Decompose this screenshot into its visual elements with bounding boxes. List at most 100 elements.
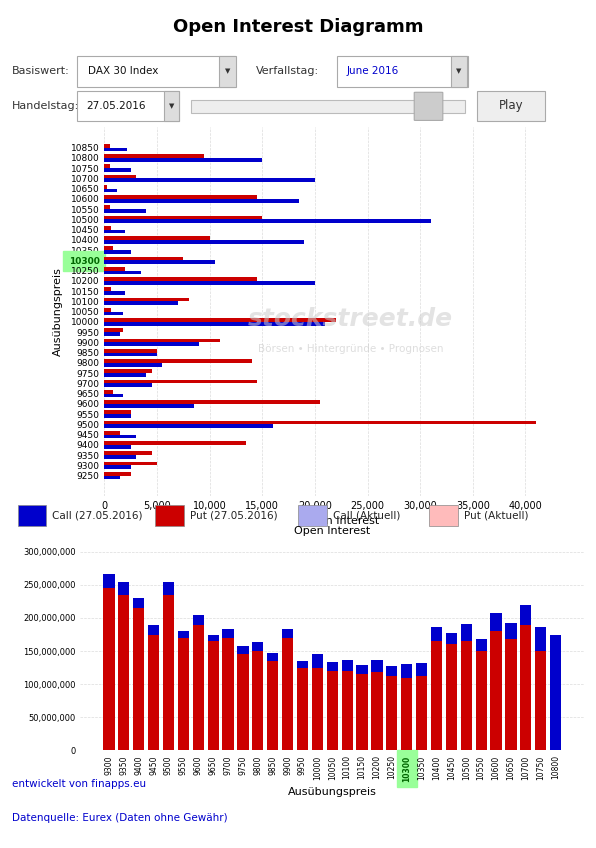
Text: Open Interest Diagramm: Open Interest Diagramm [173, 18, 423, 36]
Bar [104, 175, 136, 178]
Bar [104, 188, 117, 192]
Bar [520, 605, 532, 625]
Bar [104, 349, 157, 353]
FancyBboxPatch shape [477, 92, 545, 121]
Bar [327, 661, 338, 671]
Bar [104, 277, 257, 281]
FancyBboxPatch shape [298, 505, 327, 527]
Text: Play: Play [499, 99, 523, 113]
Bar [104, 445, 131, 449]
FancyBboxPatch shape [164, 92, 179, 121]
Bar [252, 642, 263, 651]
Bar [505, 622, 517, 639]
Bar [104, 451, 151, 455]
Bar [104, 328, 123, 332]
Bar [104, 291, 125, 295]
Bar [282, 628, 293, 638]
Bar [491, 631, 502, 750]
Bar [104, 165, 110, 168]
Bar [520, 625, 532, 750]
Bar [103, 589, 114, 750]
Bar [104, 144, 110, 148]
Bar [104, 237, 210, 240]
FancyBboxPatch shape [77, 92, 179, 121]
Bar [104, 431, 120, 435]
Bar [282, 638, 293, 750]
Bar [104, 393, 123, 398]
Bar [104, 343, 199, 346]
FancyBboxPatch shape [219, 56, 236, 87]
Bar [193, 625, 204, 750]
Bar [104, 195, 257, 199]
Bar [104, 247, 113, 250]
Bar [104, 400, 320, 404]
Bar [386, 666, 398, 677]
Bar [104, 185, 107, 188]
Bar [148, 634, 159, 750]
Bar [222, 638, 234, 750]
Text: stockstreet.de: stockstreet.de [248, 307, 453, 331]
Bar [104, 435, 136, 438]
Bar [104, 383, 151, 387]
Bar [104, 424, 273, 428]
Text: ▼: ▼ [456, 68, 462, 75]
Bar [104, 281, 315, 285]
Text: Verfallstag:: Verfallstag: [256, 66, 319, 76]
Bar [104, 410, 131, 414]
Bar [104, 421, 536, 424]
Text: Handelstag:: Handelstag: [12, 101, 79, 111]
Bar [535, 651, 547, 750]
Bar [222, 628, 234, 638]
FancyBboxPatch shape [18, 505, 46, 527]
Bar [104, 373, 147, 377]
Bar [104, 461, 157, 466]
Bar [446, 633, 457, 644]
Bar [104, 353, 157, 356]
Y-axis label: Ausübungspreis: Ausübungspreis [53, 267, 63, 356]
Bar [104, 205, 110, 209]
Bar [163, 582, 174, 594]
Bar [104, 168, 131, 172]
FancyBboxPatch shape [429, 505, 458, 527]
Text: Put (Aktuell): Put (Aktuell) [464, 510, 528, 521]
Bar [133, 598, 144, 608]
Bar [386, 677, 398, 750]
Bar [104, 466, 131, 469]
Bar [104, 178, 315, 182]
Bar [104, 209, 147, 213]
Bar [118, 582, 129, 594]
FancyBboxPatch shape [77, 56, 235, 87]
Bar [104, 148, 128, 151]
Bar [104, 271, 141, 275]
Bar [461, 641, 472, 750]
FancyBboxPatch shape [337, 56, 468, 87]
Bar [401, 678, 412, 750]
Bar [312, 667, 323, 750]
Bar [104, 312, 123, 315]
Text: Datenquelle: Eurex (Daten ohne Gewähr): Datenquelle: Eurex (Daten ohne Gewähr) [12, 813, 228, 823]
Bar [416, 663, 427, 677]
Bar [104, 370, 151, 373]
Bar [267, 661, 278, 750]
Bar [104, 257, 183, 260]
Bar [371, 672, 383, 750]
Bar [104, 226, 111, 230]
FancyBboxPatch shape [191, 100, 465, 113]
Bar [104, 260, 215, 264]
Bar [535, 628, 547, 651]
Bar [356, 674, 368, 750]
Text: Call (27.05.2016): Call (27.05.2016) [52, 510, 143, 521]
Bar [401, 664, 412, 678]
Bar [461, 624, 472, 641]
X-axis label: Open Interest: Open Interest [303, 516, 379, 527]
Bar [178, 638, 189, 750]
Bar [207, 641, 219, 750]
X-axis label: Ausübungspreis: Ausübungspreis [288, 787, 377, 797]
Bar [342, 671, 353, 750]
Bar [104, 308, 111, 312]
Bar [431, 641, 442, 750]
Bar [104, 472, 131, 476]
Bar [104, 360, 252, 363]
Bar [104, 363, 162, 366]
Text: Put (27.05.2016): Put (27.05.2016) [190, 510, 277, 521]
